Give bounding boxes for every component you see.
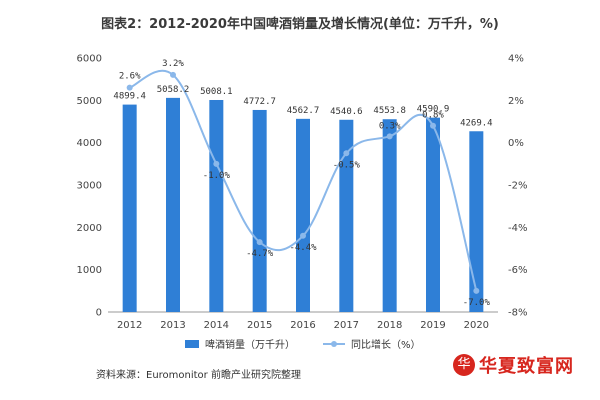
bar-data-label: 4562.7: [287, 106, 320, 116]
x-tick-label: 2019: [420, 320, 445, 331]
source-note: 资料来源：Euromonitor 前瞻产业研究院整理: [96, 370, 301, 381]
line-data-label: -0.5%: [333, 160, 361, 170]
bar: [166, 97, 180, 312]
line-data-label: -4.4%: [289, 243, 317, 253]
line-data-label: 3.2%: [162, 59, 184, 69]
y-tick-label: 4000: [77, 138, 102, 149]
line-data-label: -1.0%: [203, 171, 231, 181]
bar: [339, 119, 354, 312]
bar-data-label: 4772.7: [243, 97, 276, 107]
bar: [382, 119, 397, 312]
line-data-label: 0.3%: [379, 121, 401, 131]
bar: [426, 117, 440, 312]
y2-tick-label: 4%: [508, 54, 524, 65]
y2-tick-label: 0%: [508, 138, 524, 149]
legend-item-sales: 啤酒销量（万千升）: [185, 336, 295, 351]
growth-point: [343, 150, 350, 157]
y2-tick-label: -2%: [508, 181, 527, 192]
bar-data-label: 4590.9: [417, 105, 450, 115]
bar-data-label: 4553.8: [373, 106, 406, 116]
y-tick-label: 6000: [77, 54, 102, 65]
y-tick-label: 5000: [77, 96, 102, 107]
bar: [296, 118, 310, 312]
bar-data-label: 4269.4: [460, 118, 493, 128]
x-tick-label: 2017: [334, 320, 359, 331]
x-tick-label: 2015: [247, 320, 272, 331]
y-tick-label: 3000: [77, 181, 102, 192]
line-data-label: 2.6%: [119, 72, 141, 82]
bar-data-label: 5008.1: [200, 87, 233, 97]
line-data-label: -7.0%: [463, 298, 491, 308]
bar-data-label: 5058.2: [157, 85, 190, 95]
y-tick-label: 1000: [77, 265, 102, 276]
growth-point: [430, 122, 436, 129]
bar: [122, 104, 137, 312]
x-tick-label: 2012: [117, 320, 142, 331]
x-tick-label: 2020: [464, 320, 489, 331]
chart-title: 图表2：2012-2020年中国啤酒销量及增长情况(单位：万千升，%): [101, 17, 499, 32]
line-data-label: -4.7%: [246, 249, 274, 259]
y2-tick-label: 2%: [508, 96, 524, 107]
y-tick-label: 0: [96, 308, 102, 319]
y-tick-label: 2000: [77, 223, 102, 234]
legend-item-growth: 同比增长（%）: [323, 336, 421, 351]
bar-data-label: 4540.6: [330, 107, 363, 117]
x-tick-label: 2013: [160, 320, 185, 331]
logo-badge-icon: 华: [453, 354, 475, 376]
legend-swatch-line: [323, 340, 345, 348]
growth-point: [386, 133, 393, 140]
bar: [469, 131, 484, 312]
growth-point: [213, 160, 220, 167]
x-tick-label: 2014: [204, 320, 229, 331]
x-tick-label: 2018: [377, 320, 402, 331]
bar-data-label: 4899.4: [113, 92, 146, 102]
y2-tick-label: -8%: [508, 308, 527, 319]
bar: [252, 109, 267, 312]
growth-point: [300, 232, 306, 239]
chart-legend: 啤酒销量（万千升） 同比增长（%）: [185, 336, 421, 351]
y2-tick-label: -4%: [508, 223, 527, 234]
legend-swatch-bar: [185, 339, 199, 348]
logo-text: 华夏致富网: [479, 356, 574, 377]
growth-point: [170, 71, 176, 78]
legend-label-sales: 啤酒销量（万千升）: [205, 340, 295, 351]
bar: [209, 99, 224, 312]
line-data-label: 0.8%: [422, 111, 444, 121]
x-tick-label: 2016: [290, 320, 315, 331]
growth-point: [126, 84, 133, 91]
site-logo: 华 华夏致富网: [453, 352, 574, 378]
growth-point: [473, 287, 480, 294]
growth-point: [256, 239, 263, 246]
legend-label-growth: 同比增长（%）: [351, 340, 421, 351]
y2-tick-label: -6%: [508, 265, 527, 276]
